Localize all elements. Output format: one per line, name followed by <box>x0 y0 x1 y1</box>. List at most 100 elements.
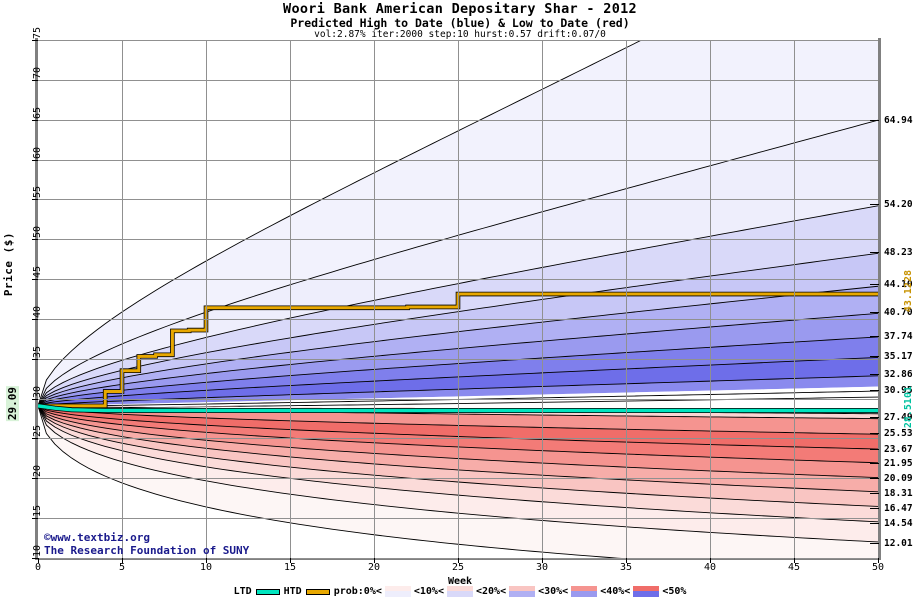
right-axis-tick <box>870 417 879 418</box>
right-axis-tick <box>870 478 879 479</box>
x-tick-mark <box>206 558 207 563</box>
gridline-vertical <box>542 40 543 558</box>
x-tick-mark <box>122 558 123 563</box>
right-axis-value: 64.94 <box>884 115 913 126</box>
legend-probability-swatch <box>571 585 598 597</box>
right-axis-tick <box>870 284 879 285</box>
right-axis-value: 32.86 <box>884 369 913 380</box>
legend-probability-label: <50% <box>662 586 687 598</box>
y-tick-label: 70 <box>32 66 43 79</box>
y-tick-label: 65 <box>32 106 43 119</box>
right-axis-tick <box>870 463 879 464</box>
y-tick-label: 45 <box>32 266 43 279</box>
y-tick-mark <box>32 40 38 41</box>
right-axis-value: 23.67 <box>884 444 913 455</box>
x-tick-label: 40 <box>703 562 717 573</box>
right-axis-value: 21.95 <box>884 458 913 469</box>
y-tick-mark <box>32 318 38 320</box>
right-axis-tick <box>870 356 879 357</box>
right-axis-value: 18.31 <box>884 488 913 499</box>
y-axis-label: Price ($) <box>2 232 15 297</box>
x-tick-mark <box>710 558 711 563</box>
right-axis-tick <box>870 204 879 205</box>
right-axis-value: 37.74 <box>884 331 913 342</box>
x-tick-label: 50 <box>871 562 885 573</box>
right-axis-tick <box>870 449 879 450</box>
page-title: Woori Bank American Depositary Shar - 20… <box>283 1 637 17</box>
right-axis-tick <box>870 543 879 544</box>
gridline-vertical <box>794 40 795 558</box>
gridline-vertical <box>206 40 207 558</box>
legend-htd-label: HTD <box>283 586 302 597</box>
right-axis-line <box>878 38 881 560</box>
htd-end-value: 43.1228 <box>903 270 914 313</box>
x-tick-label: 35 <box>619 562 633 573</box>
current-price-label: 29.09 <box>6 385 19 421</box>
x-tick-mark <box>542 558 543 563</box>
right-axis-value: 48.23 <box>884 247 913 258</box>
y-tick-label: 60 <box>32 146 43 159</box>
right-axis-value: 54.20 <box>884 199 913 210</box>
y-tick-label: 25 <box>32 425 43 438</box>
legend-probability-swatch <box>384 585 411 597</box>
legend-probability-label: <20%< <box>475 586 507 598</box>
right-axis-value: 35.17 <box>884 351 913 362</box>
gridline-vertical <box>626 40 627 558</box>
y-tick-label: 55 <box>32 186 43 199</box>
legend-probability-swatch <box>446 585 473 597</box>
y-tick-mark <box>32 478 38 480</box>
ltd-series-line <box>38 404 878 413</box>
y-tick-mark <box>32 358 38 360</box>
right-axis-tick <box>870 312 879 313</box>
legend-ltd-label: LTD <box>233 586 252 597</box>
x-tick-mark <box>458 558 459 563</box>
x-tick-label: 0 <box>34 562 42 573</box>
legend-probability-label: <30%< <box>538 586 569 598</box>
x-tick-label: 15 <box>283 562 297 573</box>
x-tick-mark <box>626 558 627 563</box>
legend-prob-label: prob:0%< <box>333 586 382 597</box>
right-axis-value: 20.09 <box>884 473 913 484</box>
right-axis-tick <box>870 374 879 375</box>
legend-htd-swatch <box>305 588 330 595</box>
y-tick-label: 50 <box>32 226 43 239</box>
y-tick-label: 15 <box>32 505 43 518</box>
y-tick-label: 35 <box>32 345 43 358</box>
y-tick-mark <box>32 279 38 281</box>
chart-subtitle: Predicted High to Date (blue) & Low to D… <box>290 16 630 30</box>
right-axis-tick <box>870 523 879 524</box>
y-tick-mark <box>32 398 38 400</box>
right-axis-value: 44.10 <box>884 279 913 290</box>
right-axis-tick <box>870 336 879 337</box>
right-axis-value: 16.47 <box>884 503 913 514</box>
gridline-vertical <box>374 40 375 558</box>
y-tick-mark <box>32 558 38 559</box>
x-tick-mark <box>38 558 39 563</box>
watermark-site: ©www.textbiz.org <box>44 531 150 544</box>
right-axis-value: 14.54 <box>884 518 913 529</box>
y-axis-line <box>35 38 38 560</box>
right-axis-tick <box>870 390 879 391</box>
x-tick-label: 20 <box>367 562 381 573</box>
watermark-org: The Research Foundation of SUNY <box>44 544 250 557</box>
x-tick-label: 5 <box>118 562 126 573</box>
y-tick-label: 30 <box>32 385 43 398</box>
y-tick-mark <box>32 159 38 161</box>
chart-parameters: vol:2.87% iter:2000 step:10 hurst:0.57 d… <box>314 29 606 40</box>
legend-ltd-swatch <box>255 588 280 595</box>
right-axis-tick <box>870 252 879 253</box>
legend-probability-swatch <box>633 585 660 597</box>
right-axis-tick <box>870 433 879 434</box>
right-axis-value: 40.70 <box>884 307 913 318</box>
gridline-vertical <box>290 40 291 558</box>
x-tick-mark <box>374 558 375 563</box>
y-tick-mark <box>32 199 38 201</box>
gridline-vertical <box>122 40 123 558</box>
x-tick-mark <box>794 558 795 563</box>
x-tick-mark <box>290 558 291 563</box>
y-tick-mark <box>32 239 38 241</box>
x-tick-label: 45 <box>787 562 801 573</box>
legend-probability-swatch <box>509 585 536 597</box>
x-axis-label: Week <box>447 576 473 587</box>
